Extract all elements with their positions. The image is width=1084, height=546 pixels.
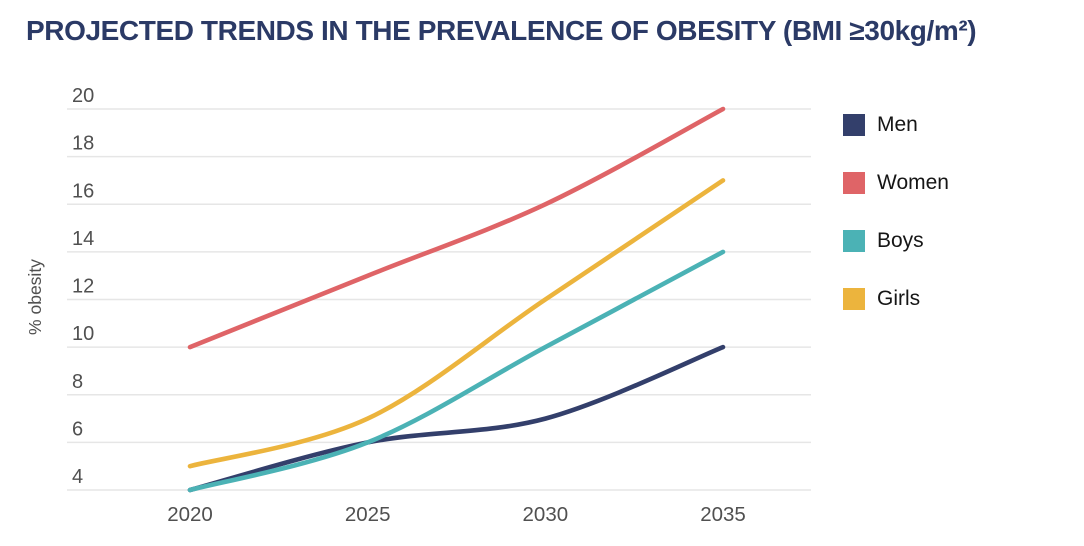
legend-item-girls: Girls bbox=[843, 288, 949, 310]
chart-title: PROJECTED TRENDS IN THE PREVALENCE OF OB… bbox=[26, 15, 977, 46]
legend-swatch-men bbox=[843, 114, 865, 136]
xtick-label-2030: 2030 bbox=[523, 503, 569, 526]
legend-swatch-boys bbox=[843, 230, 865, 252]
y-axis-label: % obesity bbox=[25, 259, 45, 335]
series-line-boys bbox=[187, 249, 726, 493]
legend-swatch-girls bbox=[843, 288, 865, 310]
ytick-label-18: 18 bbox=[72, 133, 94, 155]
ytick-label-4: 4 bbox=[72, 466, 83, 488]
ytick-label-16: 16 bbox=[72, 180, 94, 202]
legend-label-boys: Boys bbox=[877, 229, 924, 252]
ytick-label-8: 8 bbox=[72, 371, 83, 393]
series-line-girls bbox=[187, 178, 726, 469]
legend-swatch-women bbox=[843, 172, 865, 194]
legend-label-women: Women bbox=[877, 171, 949, 194]
legend-label-girls: Girls bbox=[877, 287, 921, 310]
ytick-label-6: 6 bbox=[72, 418, 83, 440]
legend-item-women: Women bbox=[843, 172, 949, 194]
ytick-label-12: 12 bbox=[72, 276, 94, 298]
series-line-women bbox=[187, 106, 726, 350]
xtick-label-2020: 2020 bbox=[167, 503, 213, 526]
xtick-label-2035: 2035 bbox=[700, 503, 746, 526]
ytick-label-14: 14 bbox=[72, 228, 94, 250]
xtick-label-2025: 2025 bbox=[345, 503, 391, 526]
legend: Men Women Boys Girls bbox=[843, 114, 949, 310]
legend-item-boys: Boys bbox=[843, 230, 949, 252]
legend-label-men: Men bbox=[877, 113, 918, 136]
ytick-label-10: 10 bbox=[72, 323, 94, 345]
ytick-label-20: 20 bbox=[72, 85, 94, 107]
legend-item-men: Men bbox=[843, 114, 949, 136]
series-line-men bbox=[187, 344, 726, 493]
